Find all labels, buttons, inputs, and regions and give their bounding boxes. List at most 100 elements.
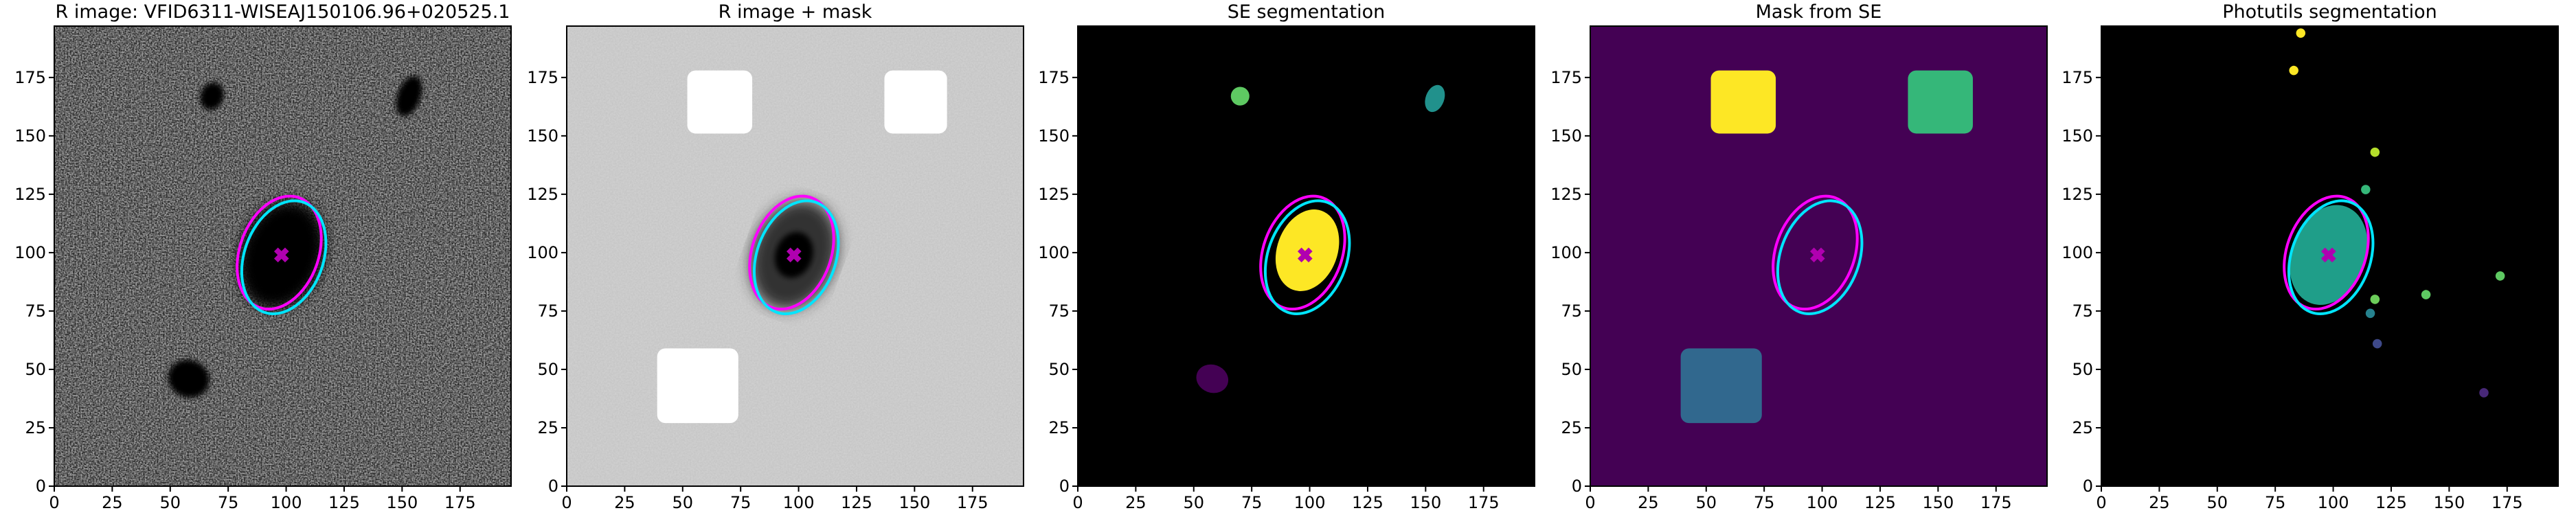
- x-tick-label: 50: [673, 493, 694, 512]
- y-tick-label: 25: [25, 418, 46, 437]
- center-marker: [1297, 247, 1313, 263]
- x-tick-label: 175: [1980, 493, 2012, 512]
- y-tick-label: 100: [527, 243, 558, 262]
- blob: [2372, 339, 2382, 349]
- axes-frame: [1077, 25, 1535, 487]
- ellipse-outline: [1259, 194, 1346, 311]
- y-tick-label: 50: [25, 360, 46, 379]
- center-marker: [786, 247, 802, 263]
- x-tick-label: 150: [1922, 493, 1954, 512]
- blob: [2370, 147, 2380, 157]
- blob: [200, 82, 224, 111]
- y-tick-label: 75: [1048, 301, 1070, 321]
- x-tick-label: 0: [49, 493, 59, 512]
- panel: Photutils segmentation 0 25 50 75 100 125 150 17…: [2061, 1, 2559, 512]
- panel: R image: VFID6311-WISEAJ150106.96+020525…: [14, 1, 512, 512]
- blob: [2296, 28, 2306, 38]
- x-tick-label: 25: [2149, 493, 2170, 512]
- axes-frame: [1590, 25, 2048, 487]
- x-tick-label: 125: [328, 493, 360, 512]
- x-tick-label: 100: [2318, 493, 2349, 512]
- ellipse-outline: [1772, 194, 1859, 311]
- x-tick-label: 175: [957, 493, 988, 512]
- panel-title: Mask from SE: [1756, 1, 1882, 23]
- blob: [2365, 308, 2375, 319]
- y-tick-label: 25: [537, 418, 558, 437]
- x-tick-label: 75: [1241, 493, 1263, 512]
- image: [2101, 26, 2558, 486]
- x-tick-label: 125: [1352, 493, 1383, 512]
- y-tick-label: 0: [1059, 477, 1070, 496]
- panel-title: SE segmentation: [1228, 1, 1385, 23]
- panel-title: R image + mask: [719, 1, 872, 23]
- y-tick-label: 125: [14, 185, 46, 204]
- x-tick-label: 0: [1072, 493, 1083, 512]
- x-tick-label: 100: [1294, 493, 1326, 512]
- x-tick-label: 175: [1468, 493, 1500, 512]
- ellipse-outline: [2287, 199, 2375, 315]
- blob: [2289, 65, 2298, 76]
- image: [1590, 26, 2047, 486]
- mask-region: [687, 70, 753, 134]
- ellipse-outline: [2283, 194, 2370, 311]
- blob: [2421, 290, 2431, 299]
- y-tick-label: 75: [1561, 301, 1582, 321]
- x-tick-label: 100: [1807, 493, 1838, 512]
- blob: [168, 359, 210, 398]
- y-tick-label: 25: [1048, 418, 1070, 437]
- x-tick-label: 75: [1754, 493, 1775, 512]
- y-tick-label: 175: [1038, 68, 1070, 87]
- center-marker: [1809, 247, 1825, 263]
- y-tick-label: 150: [527, 126, 558, 146]
- x-tick-label: 125: [2375, 493, 2407, 512]
- panel: Mask from SE 0 25 50 75 100 125 150 175 0 25 50 75 10…: [1550, 1, 2048, 512]
- image: [54, 26, 511, 486]
- axes-frame: [2101, 25, 2559, 487]
- mask-region: [657, 348, 738, 424]
- y-tick-label: 175: [1550, 68, 1582, 87]
- image: [567, 26, 1024, 486]
- x-tick-label: 0: [1585, 493, 1595, 512]
- axes-frame: [566, 25, 1024, 487]
- blob: [2370, 295, 2380, 304]
- y-tick-label: 150: [1038, 126, 1070, 146]
- blob: [2479, 388, 2489, 398]
- blob: [2361, 185, 2371, 194]
- y-tick-label: 75: [2072, 301, 2093, 321]
- ellipse-outline: [1263, 199, 1351, 315]
- x-tick-label: 125: [1864, 493, 1896, 512]
- panel: SE segmentation 0 25 50 75 100 125 150 175 0 25 50 7…: [1038, 1, 1535, 512]
- blob: [1196, 364, 1229, 393]
- panel: R image + mask 0 25 50 75 100 125 150 175 0 25 50 75…: [527, 1, 1024, 512]
- y-tick-label: 175: [2061, 68, 2093, 87]
- x-tick-label: 25: [102, 493, 123, 512]
- x-tick-label: 150: [2433, 493, 2465, 512]
- mask-region: [1710, 70, 1776, 134]
- x-tick-label: 0: [561, 493, 572, 512]
- y-tick-label: 50: [1048, 360, 1070, 379]
- panel-title: Photutils segmentation: [2222, 1, 2437, 23]
- ellipse-outline: [752, 199, 840, 315]
- x-tick-label: 150: [899, 493, 930, 512]
- y-tick-label: 25: [2072, 418, 2093, 437]
- ellipse-outline: [240, 199, 328, 315]
- y-tick-label: 100: [14, 243, 46, 262]
- x-tick-label: 175: [444, 493, 476, 512]
- y-tick-label: 150: [2061, 126, 2093, 146]
- y-tick-label: 100: [1550, 243, 1582, 262]
- x-tick-label: 0: [2096, 493, 2106, 512]
- x-tick-label: 175: [2492, 493, 2523, 512]
- y-tick-label: 125: [1038, 185, 1070, 204]
- y-tick-label: 50: [2072, 360, 2093, 379]
- y-tick-label: 100: [1038, 243, 1070, 262]
- y-tick-label: 150: [14, 126, 46, 146]
- ellipse-outline: [748, 194, 835, 311]
- x-tick-label: 25: [1125, 493, 1146, 512]
- x-tick-label: 50: [160, 493, 181, 512]
- y-tick-label: 50: [537, 360, 558, 379]
- ellipse-outline: [1776, 199, 1864, 315]
- y-tick-label: 125: [527, 185, 558, 204]
- x-tick-label: 150: [386, 493, 418, 512]
- axes-frame: [54, 25, 512, 487]
- x-tick-label: 75: [2265, 493, 2286, 512]
